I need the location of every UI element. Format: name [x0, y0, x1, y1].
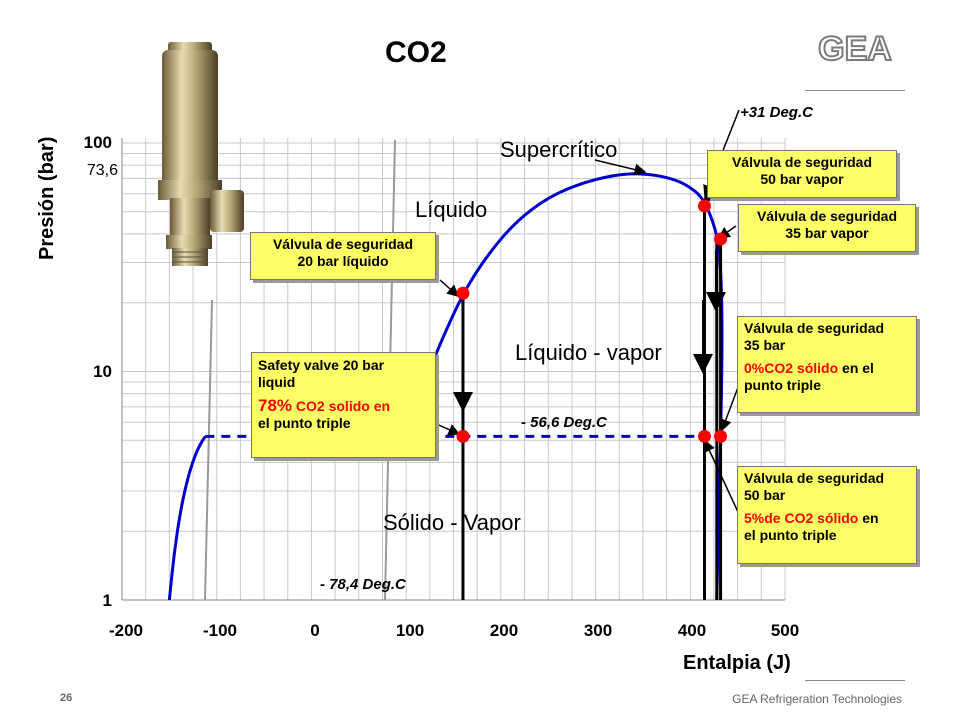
box-text-red: 5%de CO2 sólido: [744, 510, 859, 526]
pointer-box-20: [439, 279, 460, 297]
y-tick-label: 1: [102, 591, 112, 610]
box-text: Safety valve 20 bar: [258, 357, 385, 373]
label-critical-temp: +31 Deg.C: [740, 104, 813, 121]
box-text: Válvula de seguridad: [272, 236, 414, 252]
box-valve-20-liquido: Válvula de seguridad 20 bar líquido: [250, 232, 436, 280]
state-point: [714, 429, 728, 443]
x-tick-label: -200: [108, 621, 144, 640]
label-liquido: Líquido: [415, 197, 488, 222]
box-text: Válvula de seguridad: [756, 208, 898, 224]
gea-logo-text: GEA: [818, 30, 892, 68]
state-point: [697, 199, 711, 213]
label-liquido-vapor: Líquido - vapor: [515, 340, 662, 365]
saturation-curve-1: [423, 172, 724, 601]
label-triple-temp: - 56,6 Deg.C: [521, 414, 607, 431]
box-text: 35 bar vapor: [785, 225, 869, 241]
box-text: Válvula de seguridad: [731, 154, 873, 170]
pointer-box-50-triple: [703, 439, 739, 513]
label-solido-vapor: Sólido - Vapor: [383, 510, 521, 535]
box-valve-50-triple: Válvula de seguridad 50 bar 5%de CO2 sól…: [737, 466, 917, 564]
box-text: 50 bar: [744, 487, 786, 503]
box-text: en el: [838, 360, 874, 376]
chart-arrows: [431, 109, 741, 513]
box-text: liquid: [258, 374, 296, 390]
box-valve-35-vapor: Válvula de seguridad 35 bar vapor: [738, 204, 916, 252]
label-sublimation-temp: - 78,4 Deg.C: [320, 576, 406, 593]
y-axis-label: Presión (bar): [36, 136, 58, 260]
box-text: Válvula de seguridad: [744, 470, 885, 486]
box-valve-50-vapor: Válvula de seguridad 50 bar vapor: [707, 150, 897, 198]
footer-rule: [805, 680, 905, 681]
y-tick-label: 10: [93, 362, 112, 381]
isotherm-line: [204, 299, 213, 601]
slide-title: CO2: [385, 36, 447, 69]
chart-points: [456, 199, 728, 443]
box-safety-valve-20: Safety valve 20 bar liquid 78% CO2 solid…: [251, 352, 436, 458]
pointer-supercritico: [594, 159, 647, 176]
pointer-box-safety: [431, 421, 461, 436]
saturation-curve-0: [167, 435, 207, 601]
state-point: [456, 286, 470, 300]
box-text: 35 bar: [744, 337, 786, 353]
box-text-red: 0%CO2 sólido: [744, 360, 839, 376]
box-text: CO2 solido en: [292, 398, 391, 414]
safety-valve-image: [158, 42, 244, 266]
label-supercritico: Supercrítico: [500, 137, 618, 162]
header-rule: [805, 90, 905, 91]
x-tick-label: 200: [489, 621, 519, 640]
page-number: 26: [60, 692, 73, 704]
chart-vertical-lines: [461, 206, 723, 600]
x-tick-label: -100: [202, 621, 238, 640]
y-critical-label: 73,6: [86, 162, 118, 179]
y-tick-label: 100: [83, 133, 112, 152]
box-text: punto triple: [744, 377, 821, 393]
x-tick-label: 300: [583, 621, 613, 640]
box-text: el punto triple: [258, 415, 351, 431]
x-tick-label: 100: [395, 621, 425, 640]
box-text: 20 bar líquido: [297, 253, 389, 269]
footer-company: GEA Refrigeration Technologies: [732, 692, 902, 706]
state-point: [714, 232, 728, 246]
state-point: [456, 429, 470, 443]
x-tick-label: 500: [770, 621, 800, 640]
gea-logo: GEA: [817, 30, 893, 68]
state-point: [697, 429, 711, 443]
x-tick-label: 0: [310, 621, 320, 640]
box-text: el punto triple: [744, 527, 837, 543]
box-text: 50 bar vapor: [760, 171, 844, 187]
x-axis-label: Entalpia (J): [683, 652, 791, 674]
box-text-red: 78%: [258, 396, 293, 415]
box-text: Válvula de seguridad: [744, 320, 885, 336]
x-tick-label: 400: [677, 621, 707, 640]
box-text: en: [858, 510, 879, 526]
box-valve-35-triple: Válvula de seguridad 35 bar 0%CO2 sólido…: [737, 316, 917, 413]
